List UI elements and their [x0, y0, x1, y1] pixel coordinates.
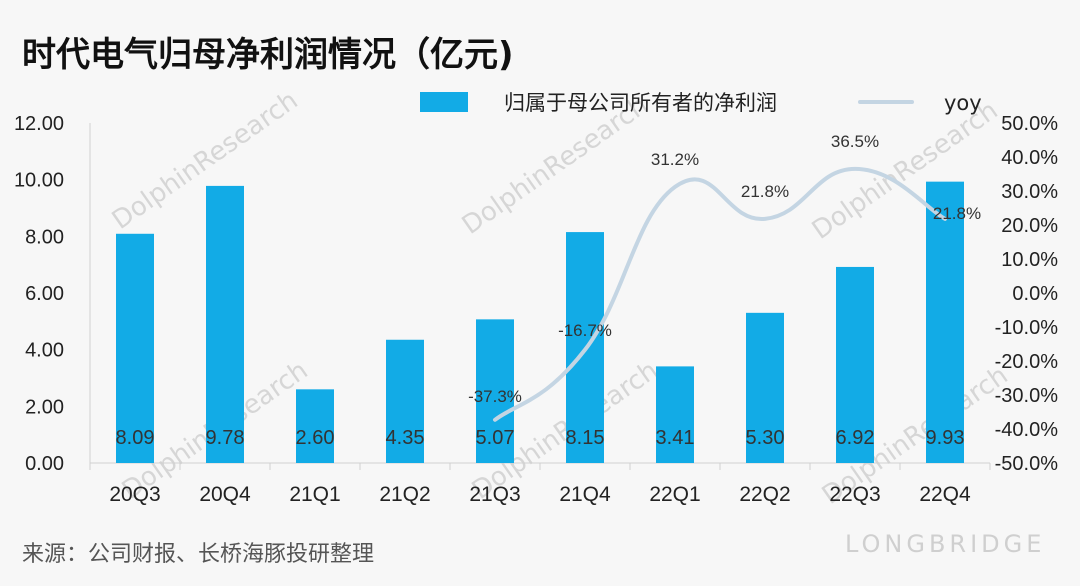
bar-value-label: 8.09 [116, 427, 155, 449]
right-axis-tick-label: -40.0% [995, 419, 1059, 441]
right-axis-tick-label: 50.0% [1001, 113, 1058, 135]
x-axis-category-label: 20Q4 [199, 483, 251, 506]
x-axis-category-label: 21Q1 [289, 483, 340, 506]
yoy-line [493, 166, 947, 422]
left-axis-tick-label: 4.00 [25, 340, 64, 362]
watermark-dolphin: DolphinResearch [107, 85, 304, 235]
bar-value-label: 9.78 [206, 427, 245, 449]
right-axis-tick-label: 0.0% [1012, 283, 1058, 305]
bar-value-label: 5.30 [746, 427, 785, 449]
bar-22Q1 [656, 366, 694, 463]
yoy-value-label: -37.3% [468, 387, 522, 406]
left-axis-tick-label: 6.00 [25, 283, 64, 305]
left-axis-tick-label: 8.00 [25, 226, 64, 248]
yoy-value-label: 21.8% [741, 182, 789, 201]
legend: 归属于母公司所有者的净利润 yoy [420, 91, 982, 115]
bar-21Q3 [476, 319, 514, 463]
right-axis-tick-label: -50.0% [995, 453, 1059, 475]
right-axis-tick-label: 20.0% [1001, 215, 1058, 237]
bar-value-label: 9.93 [926, 427, 965, 449]
legend-swatch-bar [420, 92, 468, 112]
legend-label-line: yoy [944, 91, 982, 115]
line-series [493, 166, 947, 422]
yoy-value-label: 31.2% [651, 150, 699, 169]
left-axis-tick-label: 0.00 [25, 453, 64, 475]
x-axis-category-label: 22Q4 [919, 483, 971, 506]
yoy-value-label: 36.5% [831, 132, 879, 151]
left-axis-tick-label: 2.00 [25, 396, 64, 418]
bar-value-label: 3.41 [656, 427, 695, 449]
bar-21Q1 [296, 389, 334, 463]
bar-22Q3 [836, 266, 874, 463]
x-axis-category-label: 21Q2 [379, 483, 430, 506]
x-axis-category-label: 20Q3 [109, 483, 160, 506]
bar-22Q4 [926, 181, 964, 463]
right-axis-tick-label: 10.0% [1001, 249, 1058, 271]
right-axis-tick-label: -10.0% [995, 317, 1059, 339]
left-axis-tick-label: 12.00 [14, 113, 64, 135]
bar-value-label: 8.15 [566, 427, 605, 449]
bar-value-label: 6.92 [836, 427, 875, 449]
x-axis-category-label: 22Q1 [649, 483, 700, 506]
source-note: 来源：公司财报、长桥海豚投研整理 [22, 542, 374, 567]
data-labels: 8.09 9.78 2.60 4.35 5.07 8.15 3.41 5.30 6.92 9.93… [116, 132, 982, 449]
x-axis-category-label: 21Q3 [469, 483, 520, 506]
bar-21Q2 [386, 339, 424, 463]
axes: 0.00 2.00 4.00 6.00 8.00 10.00 12.00 20Q3 20Q4 21… [14, 113, 1058, 506]
right-axis-tick-label: -20.0% [995, 351, 1059, 373]
watermark-longbridge: LONGBRIDGE [845, 530, 1045, 558]
bar-value-label: 5.07 [476, 427, 515, 449]
right-axis-tick-label: 40.0% [1001, 147, 1058, 169]
bar-value-label: 4.35 [386, 427, 425, 449]
bar-20Q4 [206, 185, 244, 463]
left-axis-tick-label: 10.00 [14, 170, 64, 192]
bar-value-label: 2.60 [296, 427, 335, 449]
chart-title: 时代电气归母净利润情况（亿元) [22, 35, 514, 75]
x-axis-category-label: 22Q3 [829, 483, 880, 506]
x-axis-category-label: 22Q2 [739, 483, 790, 506]
bar-20Q3 [116, 233, 154, 463]
yoy-value-label: -16.7% [558, 321, 612, 340]
bar-22Q2 [746, 312, 784, 463]
legend-label-bar: 归属于母公司所有者的净利润 [504, 91, 777, 115]
x-axis-category-label: 21Q4 [559, 483, 611, 506]
right-axis-tick-label: 30.0% [1001, 181, 1058, 203]
yoy-value-label: 21.8% [933, 204, 981, 223]
right-axis-tick-label: -30.0% [995, 385, 1059, 407]
